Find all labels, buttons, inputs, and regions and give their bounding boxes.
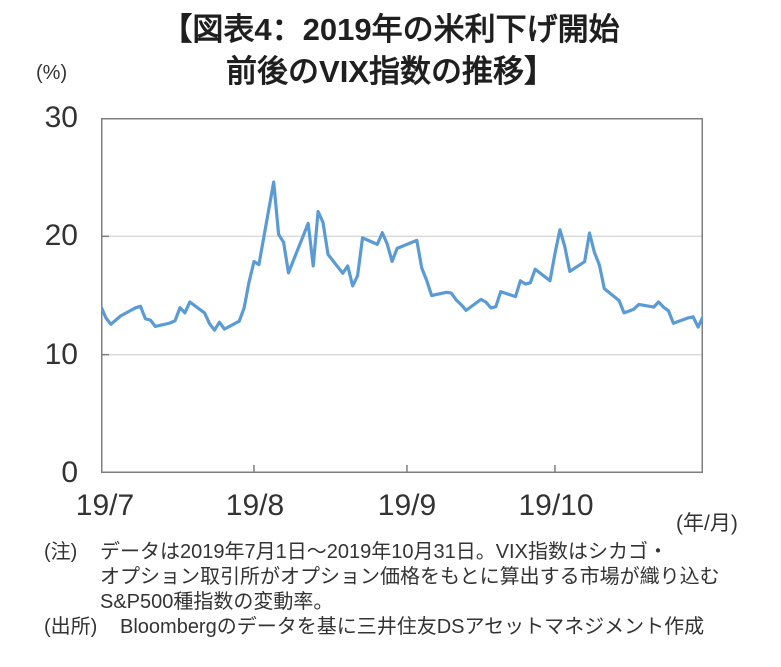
source-text: Bloombergのデータを基に三井住友DSアセットマネジメント作成 — [120, 615, 776, 640]
source-line: Bloombergのデータを基に三井住友DSアセットマネジメント作成 — [120, 616, 705, 638]
source-row: (出所) Bloombergのデータを基に三井住友DSアセットマネジメント作成 — [44, 615, 776, 640]
y-tick-label-30: 30 — [44, 101, 78, 134]
note-line-2: オプション取引所がオプション価格をもとに算出する市場が織り込む — [100, 566, 720, 588]
note-text: データは2019年7月1日～2019年10月31日。VIX指数はシカゴ・ オプシ… — [100, 540, 776, 615]
x-axis-unit-label: (年/月) — [676, 512, 738, 535]
note-label: (注) — [44, 541, 78, 563]
y-tick-label-0: 0 — [61, 456, 78, 489]
x-tick-label-jul: 19/7 — [75, 489, 135, 522]
note-row: (注) データは2019年7月1日～2019年10月31日。VIX指数はシカゴ・… — [44, 540, 776, 615]
footnotes: (注) データは2019年7月1日～2019年10月31日。VIX指数はシカゴ・… — [44, 540, 776, 640]
plot-area — [101, 118, 703, 473]
source-label: (出所) — [44, 616, 98, 638]
chart-title-line2: 前後のVIX指数の推移】 — [226, 54, 555, 89]
x-tick-label-aug: 19/8 — [225, 489, 285, 522]
x-tick-label-oct: 19/10 — [518, 489, 594, 522]
chart-title: 【図表4：2019年の米利下げ開始 前後のVIX指数の推移】 — [0, 9, 781, 93]
plot-border — [101, 118, 703, 473]
note-line-3: S&P500種指数の変動率。 — [100, 591, 334, 613]
chart-title-line1: 【図表4：2019年の米利下げ開始 — [161, 12, 620, 47]
y-tick-label-10: 10 — [44, 338, 78, 371]
vix-line-series — [101, 180, 703, 332]
note-line-1: データは2019年7月1日～2019年10月31日。VIX指数はシカゴ・ — [100, 541, 668, 563]
y-axis-unit-label: (%) — [36, 62, 68, 84]
y-tick-label-20: 20 — [44, 219, 78, 252]
x-tick-label-sep: 19/9 — [377, 489, 437, 522]
